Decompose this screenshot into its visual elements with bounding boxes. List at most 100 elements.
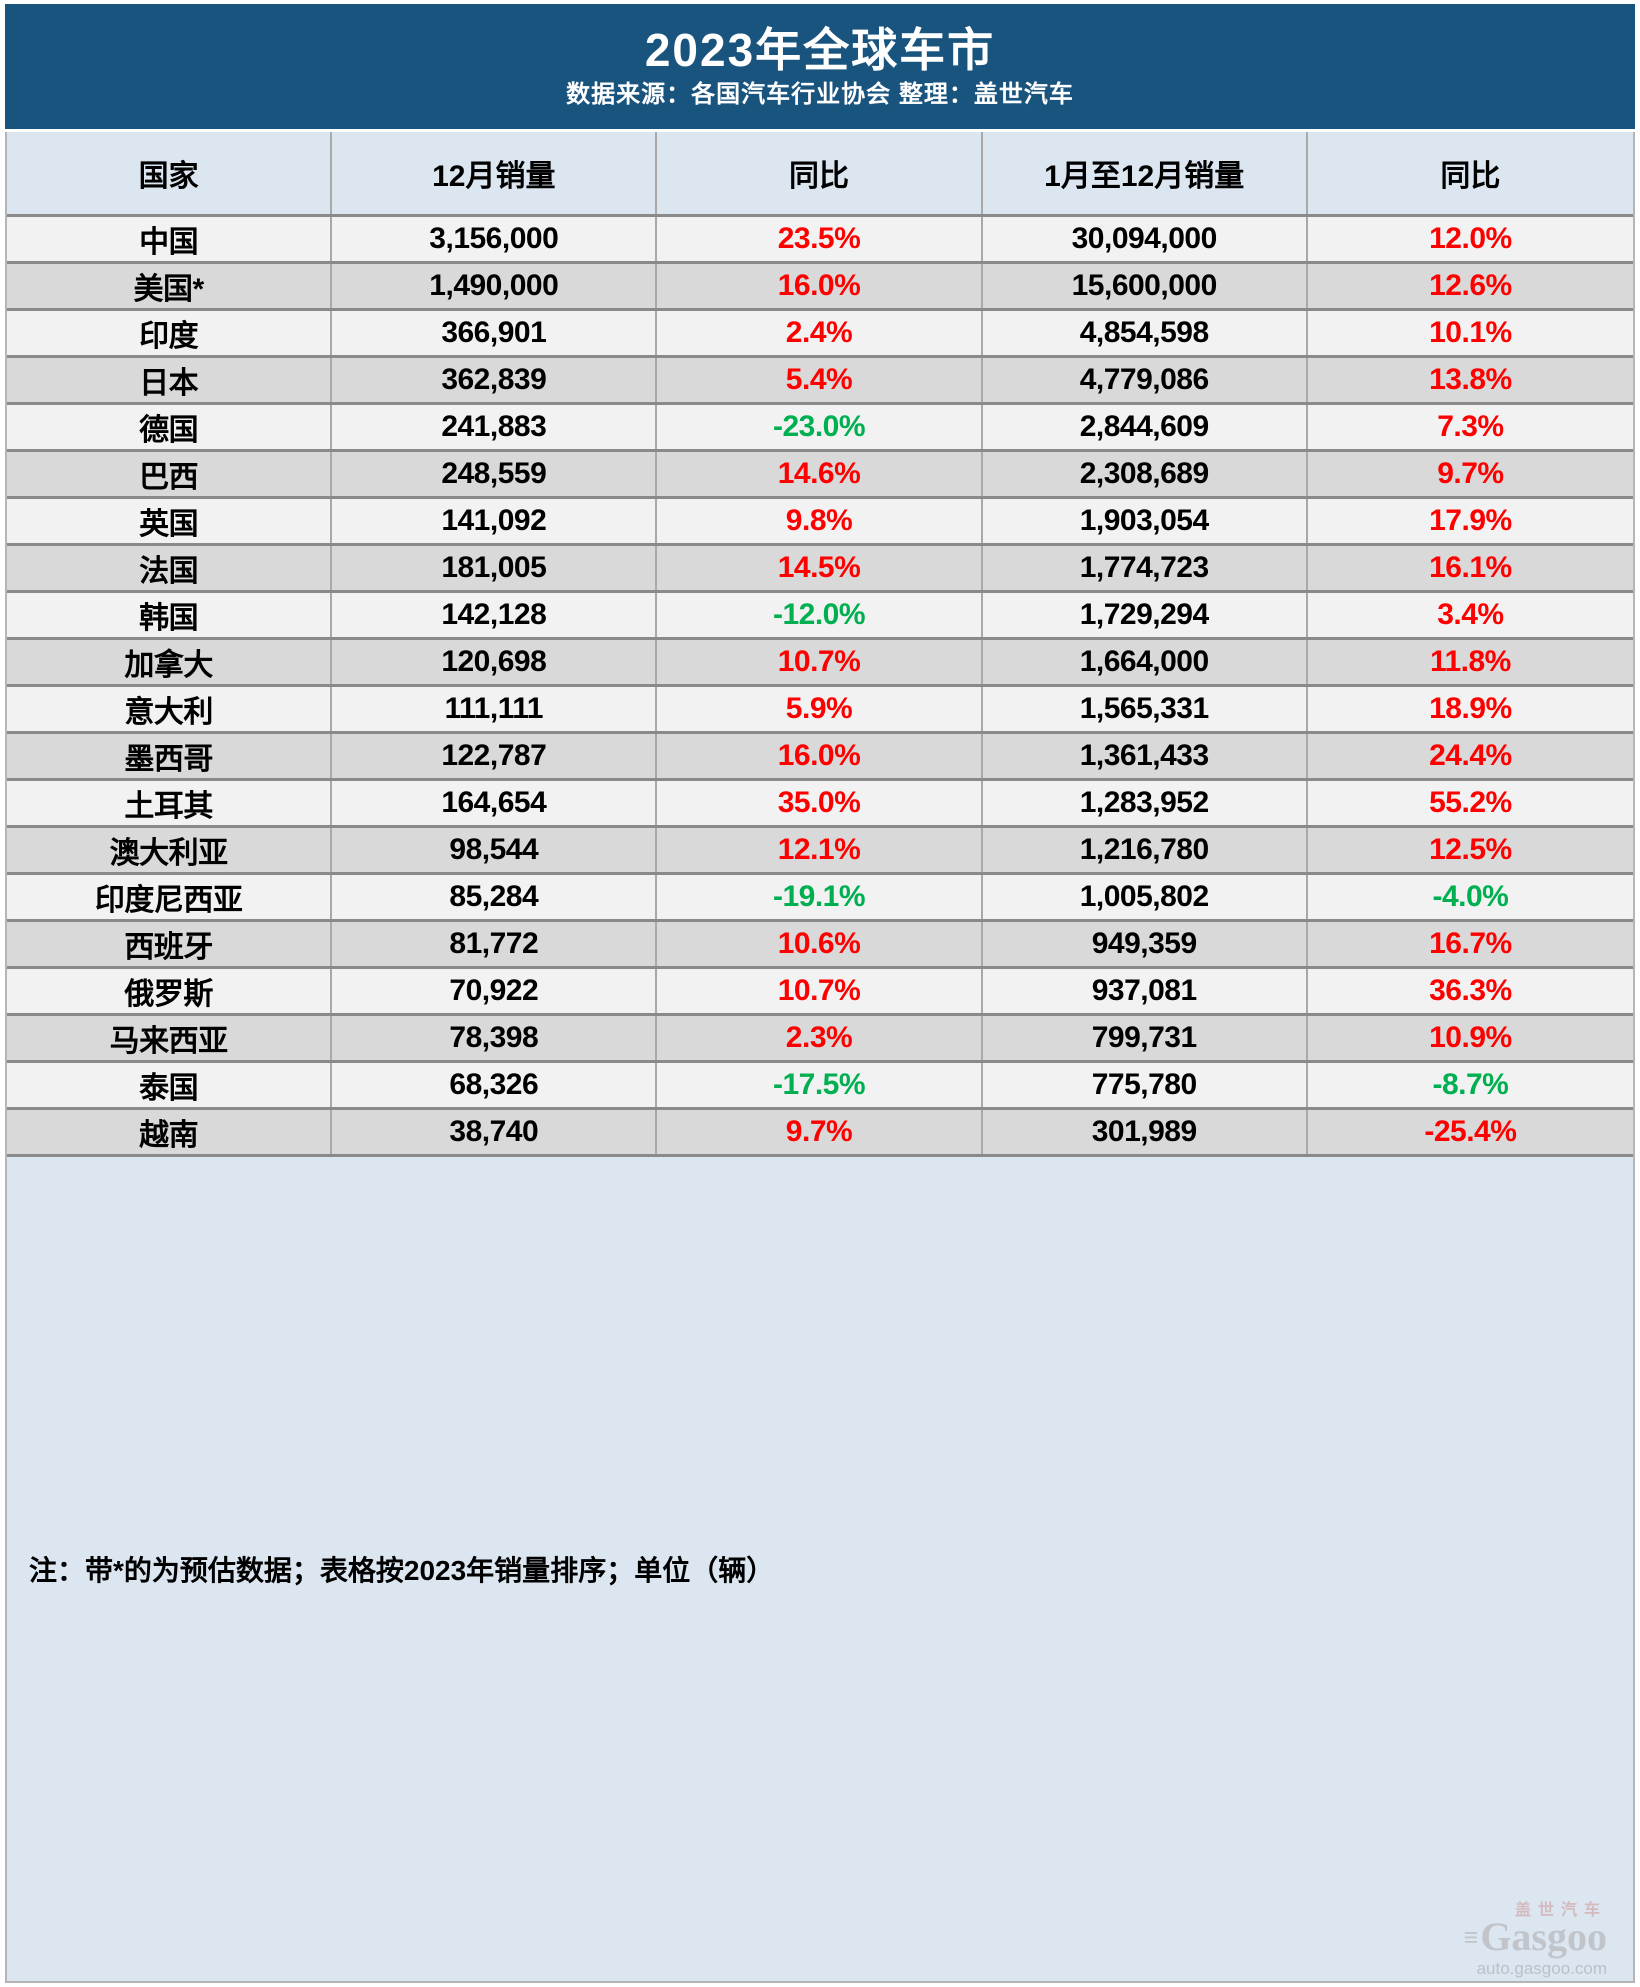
ytd-yoy-cell: 11.8% <box>1429 645 1511 678</box>
column-header-ytd-sales: 1月至12月销量 <box>983 132 1308 214</box>
dec-sales-cell: 85,284 <box>332 875 658 919</box>
footer-note: 注：带*的为预估数据；表格按2023年销量排序；单位（辆） <box>29 1555 775 1586</box>
table-row: 法国 181,005 14.5% 1,774,723 16.1% <box>7 543 1633 590</box>
ytd-sales-cell: 4,854,598 <box>983 311 1308 355</box>
dec-sales-cell: 68,326 <box>332 1063 658 1107</box>
ytd-sales-cell: 1,774,723 <box>983 546 1308 590</box>
page-subtitle: 数据来源：各国汽车行业协会 整理：盖世汽车 <box>566 80 1074 108</box>
ytd-yoy-cell: 13.8% <box>1429 363 1512 396</box>
gasgoo-watermark: 盖世汽车 ≡Gasgoo auto.gasgoo.com <box>1463 1902 1607 1978</box>
dec-sales-cell: 111,111 <box>332 687 658 731</box>
table-row: 土耳其 164,654 35.0% 1,283,952 55.2% <box>7 778 1633 825</box>
ytd-yoy-cell: 10.9% <box>1429 1021 1512 1054</box>
table-row: 德国 241,883 -23.0% 2,844,609 7.3% <box>7 402 1633 449</box>
dec-yoy-cell: 16.0% <box>657 734 983 778</box>
ytd-sales-cell: 2,308,689 <box>983 452 1308 496</box>
dec-sales-cell: 70,922 <box>332 969 658 1013</box>
table-row: 澳大利亚 98,544 12.1% 1,216,780 12.5% <box>7 825 1633 872</box>
country-cell: 越南 <box>7 1110 333 1154</box>
table-row: 俄罗斯 70,922 10.7% 937,081 36.3% <box>7 966 1633 1013</box>
dec-yoy-cell: 14.6% <box>657 452 983 496</box>
ytd-yoy-cell: 12.0% <box>1429 222 1512 255</box>
country-cell: 韩国 <box>7 593 333 637</box>
country-cell: 土耳其 <box>7 781 333 825</box>
ytd-sales-cell: 4,779,086 <box>983 358 1308 402</box>
country-cell: 西班牙 <box>7 922 333 966</box>
dec-sales-cell: 120,698 <box>332 640 658 684</box>
ytd-yoy-cell: 55.2% <box>1429 786 1512 819</box>
ytd-yoy-cell: 36.3% <box>1429 974 1512 1007</box>
watermark-site-url: auto.gasgoo.com <box>1476 1959 1607 1978</box>
footer-bar: 注：带*的为预估数据；表格按2023年销量排序；单位（辆） 盖世汽车 ≡Gasg… <box>7 1154 1633 1981</box>
ytd-sales-cell: 937,081 <box>983 969 1308 1013</box>
table-row: 马来西亚 78,398 2.3% 799,731 10.9% <box>7 1013 1633 1060</box>
country-cell: 巴西 <box>7 452 333 496</box>
ytd-yoy-cell: 9.7% <box>1437 457 1504 490</box>
table-row: 印度尼西亚 85,284 -19.1% 1,005,802 -4.0% <box>7 872 1633 919</box>
table-row: 印度 366,901 2.4% 4,854,598 10.1% <box>7 308 1633 355</box>
ytd-sales-cell: 949,359 <box>983 922 1308 966</box>
ytd-sales-cell: 301,989 <box>983 1110 1308 1154</box>
table-row: 西班牙 81,772 10.6% 949,359 16.7% <box>7 919 1633 966</box>
ytd-yoy-cell: 10.1% <box>1429 316 1512 349</box>
dec-sales-cell: 98,544 <box>332 828 658 872</box>
country-cell: 印度尼西亚 <box>7 875 333 919</box>
table-row: 英国 141,092 9.8% 1,903,054 17.9% <box>7 496 1633 543</box>
country-cell: 加拿大 <box>7 640 333 684</box>
country-cell: 墨西哥 <box>7 734 333 778</box>
ytd-yoy-cell: 7.3% <box>1437 410 1504 443</box>
country-cell: 马来西亚 <box>7 1016 333 1060</box>
dec-yoy-cell: 35.0% <box>657 781 983 825</box>
dec-sales-cell: 164,654 <box>332 781 658 825</box>
dec-yoy-cell: -23.0% <box>657 405 983 449</box>
dec-yoy-cell: 14.5% <box>657 546 983 590</box>
watermark-brand-en: ≡Gasgoo <box>1463 1914 1607 1959</box>
column-header-ytd-yoy: 同比 <box>1440 160 1501 193</box>
ytd-yoy-cell: 24.4% <box>1429 739 1512 772</box>
ytd-yoy-cell: 16.1% <box>1429 551 1512 584</box>
dec-sales-cell: 38,740 <box>332 1110 658 1154</box>
table-row: 越南 38,740 9.7% 301,989 -25.4% <box>7 1107 1633 1154</box>
ytd-sales-cell: 775,780 <box>983 1063 1308 1107</box>
country-cell: 美国* <box>7 264 333 308</box>
ytd-sales-cell: 1,903,054 <box>983 499 1308 543</box>
ytd-yoy-cell: 18.9% <box>1429 692 1512 725</box>
ytd-yoy-cell: 12.6% <box>1429 269 1512 302</box>
table-row: 加拿大 120,698 10.7% 1,664,000 11.8% <box>7 637 1633 684</box>
ytd-yoy-cell: 16.7% <box>1429 927 1512 960</box>
ytd-yoy-cell: 12.5% <box>1429 833 1512 866</box>
dec-yoy-cell: 10.6% <box>657 922 983 966</box>
column-header-country: 国家 <box>7 132 333 214</box>
table-row: 巴西 248,559 14.6% 2,308,689 9.7% <box>7 449 1633 496</box>
ytd-sales-cell: 15,600,000 <box>983 264 1308 308</box>
country-cell: 澳大利亚 <box>7 828 333 872</box>
watermark-brand-cn: 盖世汽车 <box>1514 1902 1607 1919</box>
country-cell: 法国 <box>7 546 333 590</box>
dec-yoy-cell: 16.0% <box>657 264 983 308</box>
dec-sales-cell: 142,128 <box>332 593 658 637</box>
dec-yoy-cell: 5.4% <box>657 358 983 402</box>
dec-sales-cell: 141,092 <box>332 499 658 543</box>
dec-yoy-cell: 10.7% <box>657 640 983 684</box>
ytd-yoy-cell: -8.7% <box>1432 1068 1509 1101</box>
ytd-yoy-cell: 3.4% <box>1437 598 1504 631</box>
country-cell: 德国 <box>7 405 333 449</box>
country-cell: 中国 <box>7 217 333 261</box>
dec-yoy-cell: 2.4% <box>657 311 983 355</box>
ytd-sales-cell: 799,731 <box>983 1016 1308 1060</box>
title-banner: 2023年全球车市 数据来源：各国汽车行业协会 整理：盖世汽车 <box>5 4 1635 129</box>
dec-yoy-cell: 9.7% <box>657 1110 983 1154</box>
dec-yoy-cell: 12.1% <box>657 828 983 872</box>
ytd-sales-cell: 1,005,802 <box>983 875 1308 919</box>
table-row: 中国 3,156,000 23.5% 30,094,000 12.0% <box>7 214 1633 261</box>
country-cell: 意大利 <box>7 687 333 731</box>
country-cell: 俄罗斯 <box>7 969 333 1013</box>
column-header-dec-yoy: 同比 <box>657 132 983 214</box>
ytd-sales-cell: 2,844,609 <box>983 405 1308 449</box>
dec-sales-cell: 81,772 <box>332 922 658 966</box>
dec-sales-cell: 366,901 <box>332 311 658 355</box>
dec-yoy-cell: 2.3% <box>657 1016 983 1060</box>
table-row: 日本 362,839 5.4% 4,779,086 13.8% <box>7 355 1633 402</box>
dec-yoy-cell: -12.0% <box>657 593 983 637</box>
